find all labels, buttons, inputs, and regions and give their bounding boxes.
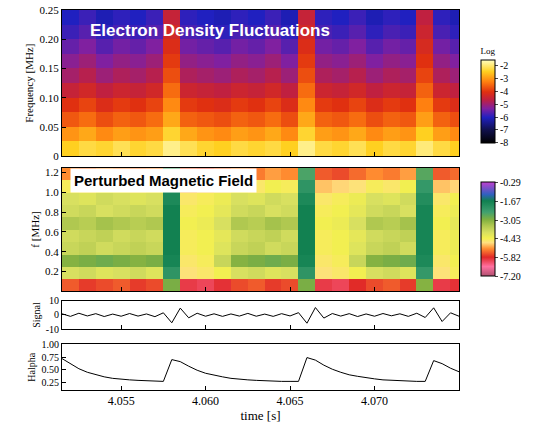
svg-text:-3.05: -3.05 [500,215,521,226]
svg-text:4.055: 4.055 [108,394,135,408]
svg-text:0.15: 0.15 [40,62,60,74]
svg-text:time [s]: time [s] [240,408,280,423]
svg-text:0.75: 0.75 [42,352,60,363]
svg-text:0.25: 0.25 [42,377,60,388]
svg-text:0.50: 0.50 [42,364,60,375]
svg-text:-1.67: -1.67 [500,196,521,207]
svg-text:0.20: 0.20 [40,33,60,45]
svg-text:f [MHz]: f [MHz] [29,211,41,247]
svg-text:-10: -10 [46,324,59,335]
svg-text:0.6: 0.6 [45,226,59,238]
svg-text:-0.29: -0.29 [500,177,521,188]
svg-text:Electron Density Fluctuations: Electron Density Fluctuations [90,21,330,40]
svg-text:1.2: 1.2 [45,166,59,178]
svg-text:Log: Log [480,46,495,56]
svg-text:-2: -2 [500,60,508,71]
svg-text:-6: -6 [500,112,508,123]
svg-text:1.0: 1.0 [45,186,59,198]
svg-text:-3: -3 [500,73,508,84]
svg-text:-8: -8 [500,137,508,148]
svg-text:0.2: 0.2 [45,265,59,277]
svg-text:Perturbed Magnetic Field: Perturbed Magnetic Field [74,172,253,189]
svg-text:Halpha: Halpha [27,352,38,381]
svg-text:0.25: 0.25 [40,4,60,16]
svg-text:Frequency [MHz]: Frequency [MHz] [23,44,35,123]
svg-text:-7: -7 [500,124,508,135]
svg-text:-7.20: -7.20 [500,271,521,282]
svg-text:-4.43: -4.43 [500,233,521,244]
svg-text:0.10: 0.10 [40,92,60,104]
svg-text:-4: -4 [500,86,508,97]
svg-text:0.05: 0.05 [40,121,60,133]
svg-text:0: 0 [54,309,59,320]
svg-text:Signal: Signal [31,302,42,328]
svg-text:-5: -5 [500,99,508,110]
svg-text:0.4: 0.4 [45,246,59,258]
svg-text:0.8: 0.8 [45,206,59,218]
svg-text:4.060: 4.060 [192,394,219,408]
svg-text:4.070: 4.070 [361,394,388,408]
svg-text:4.065: 4.065 [277,394,304,408]
svg-text:1.00: 1.00 [42,339,60,350]
svg-text:0: 0 [53,150,59,162]
svg-text:-5.82: -5.82 [500,252,521,263]
svg-text:10: 10 [49,295,59,306]
